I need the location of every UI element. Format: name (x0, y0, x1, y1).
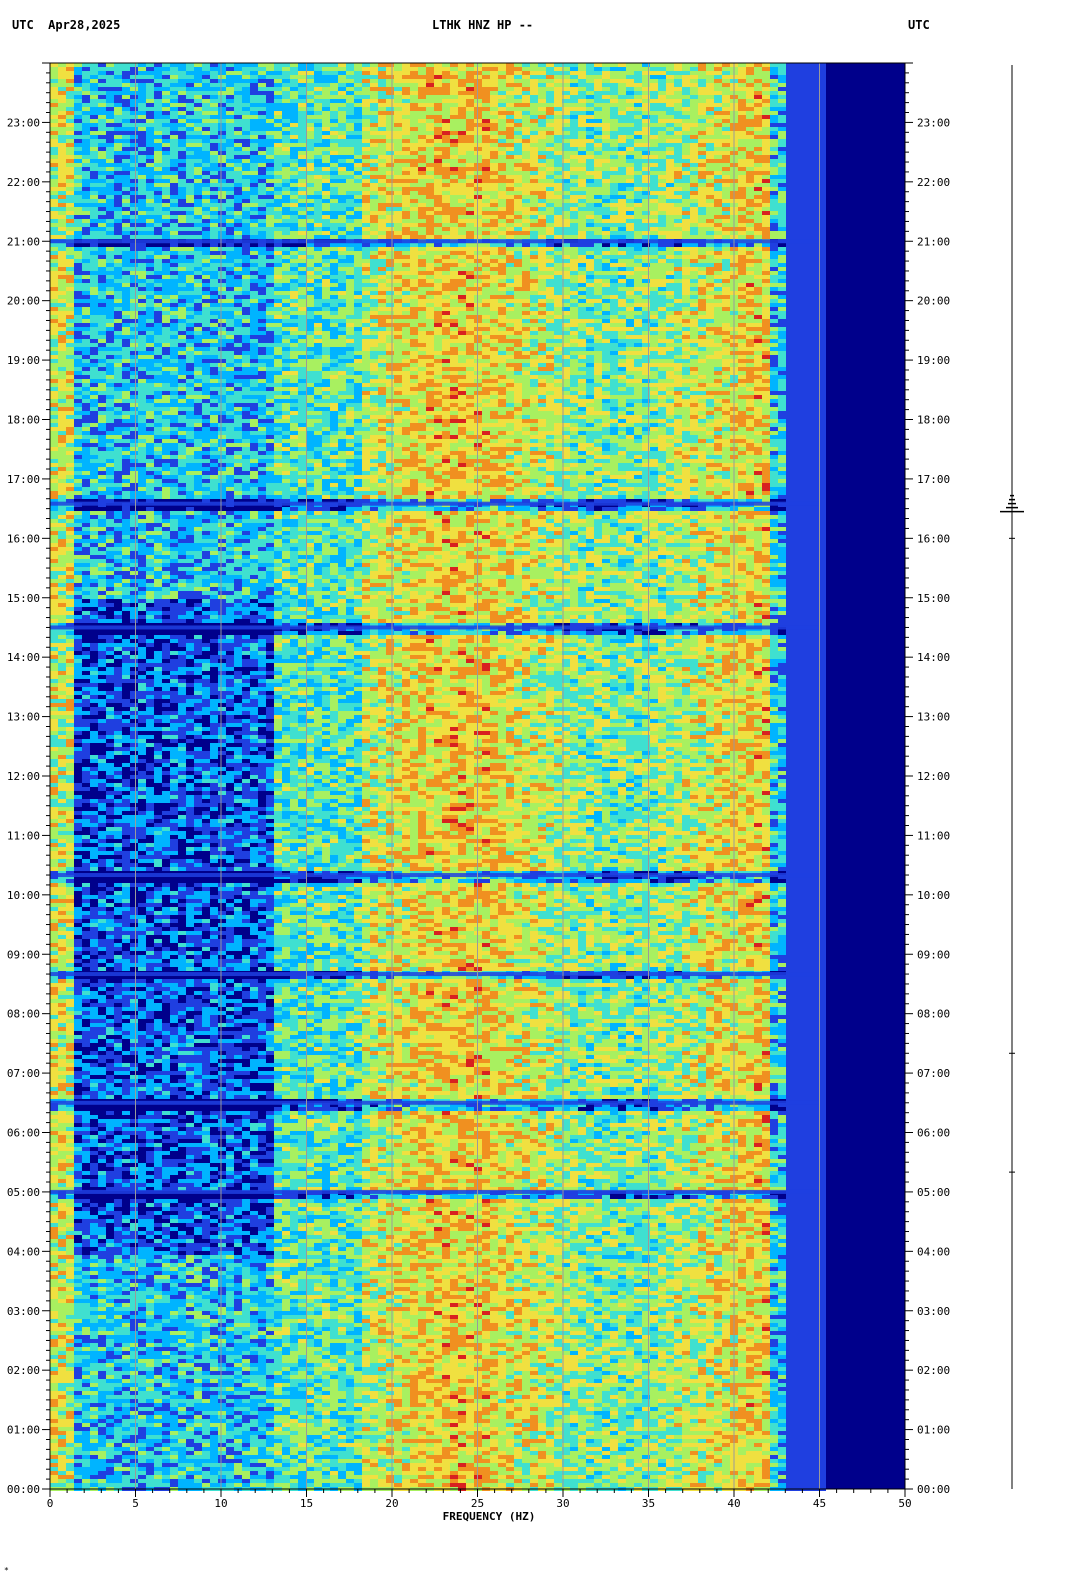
time-tick-label-right: 10:00 (917, 889, 950, 902)
time-tick-label-left: 11:00 (7, 829, 40, 842)
time-tick-label-right: 08:00 (917, 1008, 950, 1021)
time-tick-label-left: 08:00 (7, 1008, 40, 1021)
time-tick-label-right: 15:00 (917, 592, 950, 605)
quiet-band (50, 873, 820, 877)
time-tick-label-right: 06:00 (917, 1127, 950, 1140)
time-tick-label-left: 19:00 (7, 354, 40, 367)
freq-tick-label: 50 (898, 1497, 911, 1510)
time-tick-label-left: 00:00 (7, 1483, 40, 1496)
freq-tick-label: 30 (556, 1497, 569, 1510)
left-time-axis: 00:00 01:00 02:00 03:00 04:00 05:00 06:00 07:00… (7, 63, 50, 1496)
time-tick-label-right: 05:00 (917, 1186, 950, 1199)
time-tick-label-right: 02:00 (917, 1364, 950, 1377)
time-tick-label-right: 22:00 (917, 176, 950, 189)
time-tick-label-right: 13:00 (917, 711, 950, 724)
time-tick-label-left: 13:00 (7, 711, 40, 724)
freq-tick-label: 20 (385, 1497, 398, 1510)
time-tick-label-right: 12:00 (917, 770, 950, 783)
time-tick-label-left: 22:00 (7, 176, 40, 189)
time-tick-label-right: 09:00 (917, 948, 950, 961)
quiet-band (50, 502, 820, 506)
time-tick-label-left: 09:00 (7, 948, 40, 961)
time-tick-label-right: 00:00 (917, 1483, 950, 1496)
time-tick-label-left: 21:00 (7, 235, 40, 248)
freq-tick-label: 10 (214, 1497, 227, 1510)
quiet-band (50, 1190, 820, 1194)
time-tick-label-right: 18:00 (917, 414, 950, 427)
freq-tick-label: 0 (47, 1497, 54, 1510)
freq-tick-label: 5 (132, 1497, 139, 1510)
time-tick-label-left: 16:00 (7, 532, 40, 545)
time-tick-label-left: 15:00 (7, 592, 40, 605)
time-tick-label-left: 12:00 (7, 770, 40, 783)
time-tick-label-right: 03:00 (917, 1305, 950, 1318)
time-tick-label-left: 07:00 (7, 1067, 40, 1080)
corner-mark: * (4, 1566, 9, 1575)
time-tick-label-left: 17:00 (7, 473, 40, 486)
quiet-band (50, 1101, 820, 1105)
time-tick-label-left: 06:00 (7, 1127, 40, 1140)
time-tick-label-left: 23:00 (7, 116, 40, 129)
time-tick-label-left: 10:00 (7, 889, 40, 902)
quiet-band (50, 625, 820, 629)
time-tick-label-right: 04:00 (917, 1245, 950, 1258)
time-tick-label-left: 01:00 (7, 1424, 40, 1437)
frequency-axis: 0 5 10 15 20 25 30 35 40 45 50 (47, 1489, 912, 1510)
seismogram-trace (1000, 65, 1024, 1489)
time-tick-label-left: 20:00 (7, 295, 40, 308)
time-tick-label-left: 04:00 (7, 1245, 40, 1258)
time-tick-label-right: 20:00 (917, 295, 950, 308)
time-tick-label-left: 02:00 (7, 1364, 40, 1377)
freq-tick-label: 45 (813, 1497, 826, 1510)
time-tick-label-right: 21:00 (917, 235, 950, 248)
time-tick-label-right: 17:00 (917, 473, 950, 486)
time-tick-label-left: 18:00 (7, 414, 40, 427)
time-tick-label-left: 14:00 (7, 651, 40, 664)
quiet-band (50, 972, 820, 976)
freq-tick-label: 25 (471, 1497, 484, 1510)
freq-tick-label: 40 (727, 1497, 740, 1510)
time-tick-label-right: 19:00 (917, 354, 950, 367)
time-tick-label-right: 23:00 (917, 116, 950, 129)
time-tick-label-right: 01:00 (917, 1424, 950, 1437)
freq-tick-label: 35 (642, 1497, 655, 1510)
quiet-band (50, 239, 820, 243)
time-tick-label-right: 16:00 (917, 532, 950, 545)
time-tick-label-right: 11:00 (917, 829, 950, 842)
time-tick-label-left: 05:00 (7, 1186, 40, 1199)
time-tick-label-right: 07:00 (917, 1067, 950, 1080)
time-tick-label-left: 03:00 (7, 1305, 40, 1318)
right-time-axis: 00:00 01:00 02:00 03:00 04:00 05:00 06:00 07:00… (905, 63, 950, 1496)
freq-tick-label: 15 (300, 1497, 313, 1510)
x-axis-label: FREQUENCY (HZ) (443, 1510, 536, 1523)
time-tick-label-right: 14:00 (917, 651, 950, 664)
